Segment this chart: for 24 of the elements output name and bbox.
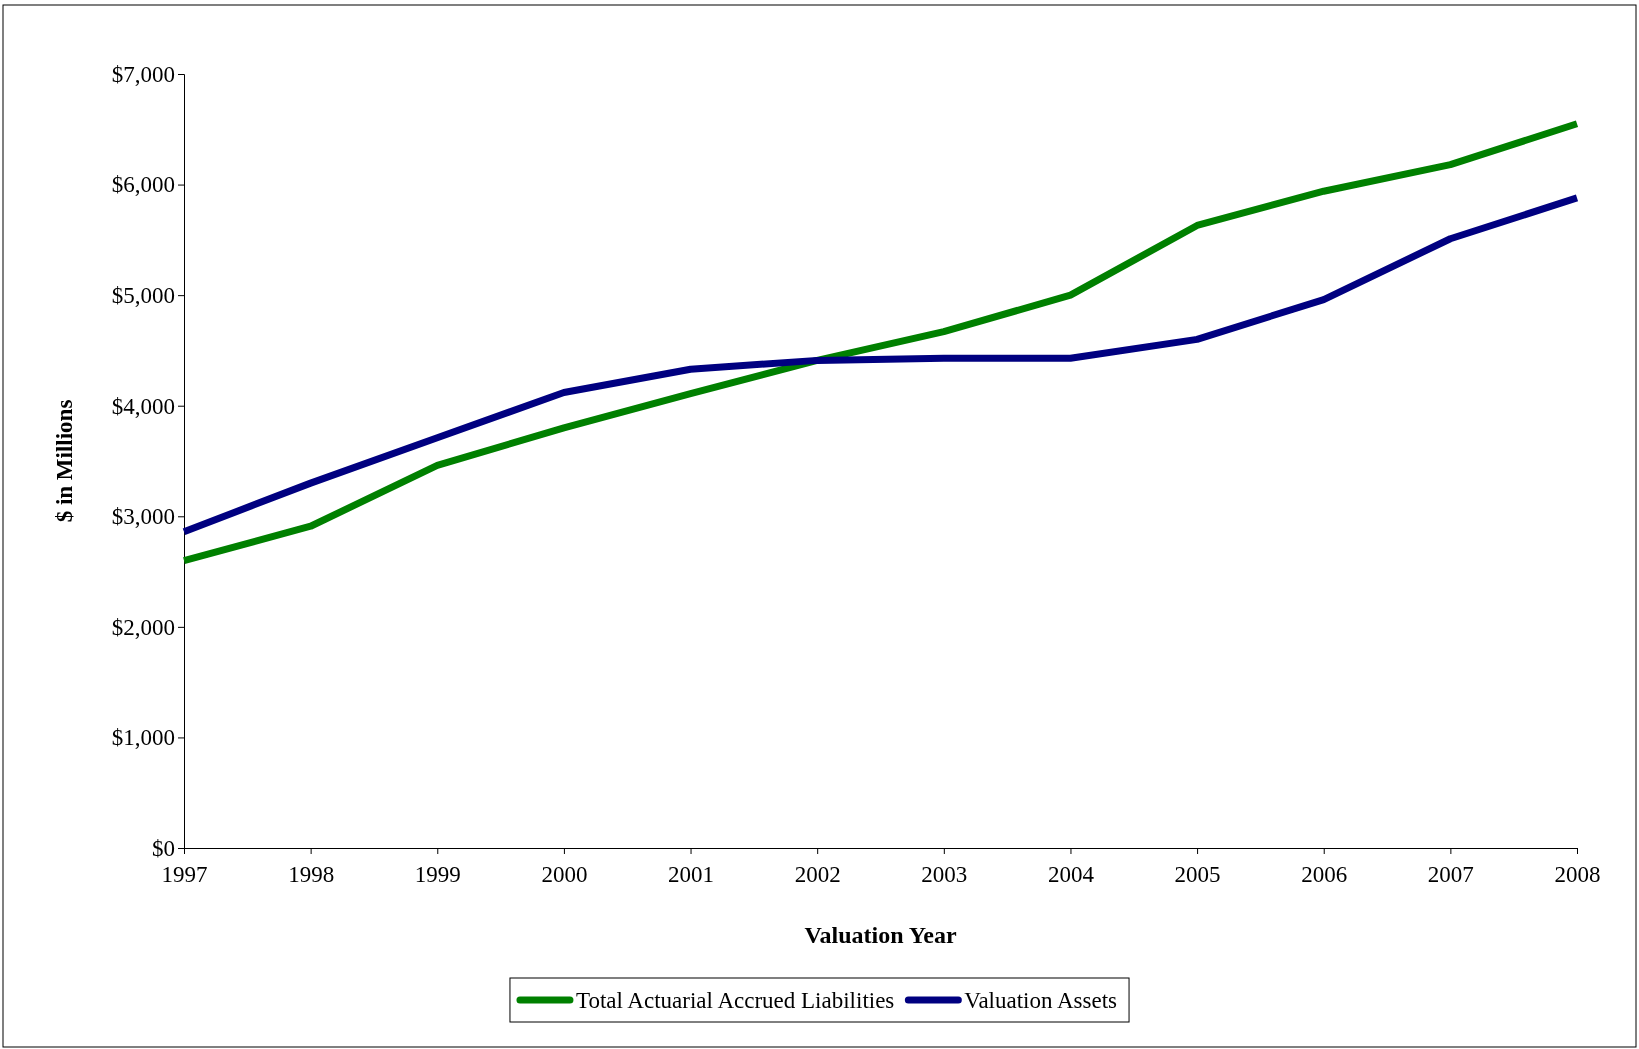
x-axis-title: Valuation Year (804, 922, 957, 948)
x-tick-label: 2000 (541, 862, 588, 888)
x-tick-label: 2006 (1301, 862, 1348, 888)
x-tick-label: 2002 (794, 862, 841, 888)
y-tick-label: $7,000 (111, 61, 175, 87)
y-tick-label: $2,000 (111, 614, 175, 640)
x-tick-label: 1997 (161, 862, 208, 888)
x-tick-label: 1998 (288, 862, 335, 888)
y-tick-label: $0 (152, 835, 175, 861)
y-tick-label: $4,000 (111, 393, 175, 419)
y-tick-label: $1,000 (111, 725, 175, 751)
y-tick-label: $5,000 (111, 283, 175, 308)
legend-label: Valuation Assets (964, 988, 1118, 1013)
x-tick-label: 2001 (668, 862, 715, 888)
x-tick-label: 2004 (1047, 862, 1095, 888)
y-tick-label: $3,000 (111, 504, 175, 530)
y-tick-label: $6,000 (111, 172, 175, 198)
x-tick-label: 2005 (1174, 862, 1221, 888)
x-tick-label: 1999 (414, 862, 461, 888)
legend-label: Total Actuarial Accrued Liabilities (575, 988, 895, 1013)
x-tick-label: 2008 (1554, 862, 1601, 888)
y-axis-title: $ in Millions (52, 399, 77, 523)
x-tick-label: 2007 (1427, 862, 1474, 888)
x-tick-label: 2003 (921, 862, 968, 888)
